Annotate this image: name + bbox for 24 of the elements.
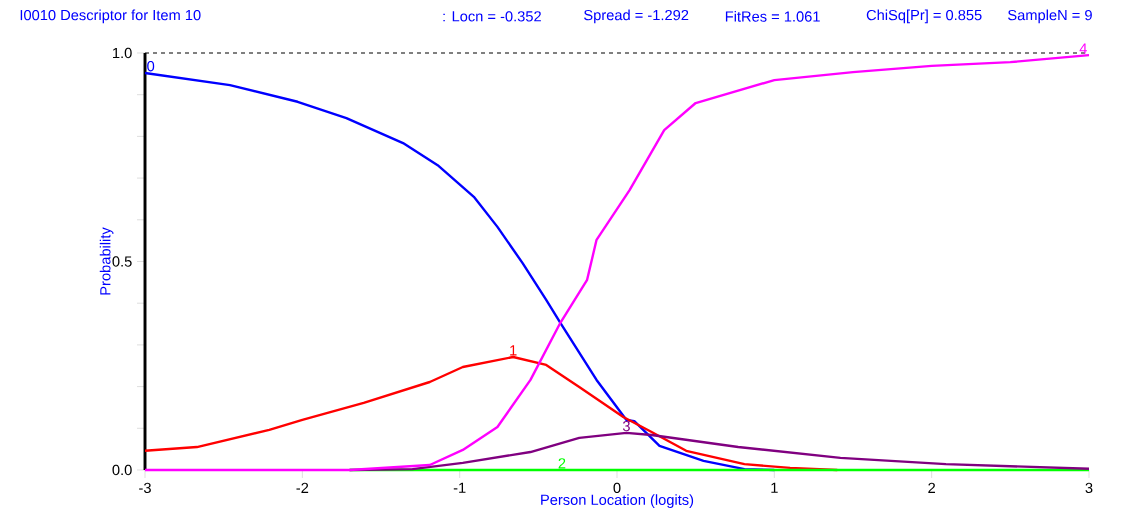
y-axis-title: Probability [99,227,114,295]
text: FitRes = 1.061 [725,10,820,22]
series-label: 3 [622,420,630,432]
chart-title: I0010 Descriptor for Item 10 [20,9,201,24]
text: Spread = -1.292 [584,9,689,24]
x-tick-label: -1 [453,482,466,493]
line-series [143,53,1091,472]
x-tick-label: 2 [928,482,936,493]
text: ChiSq[Pr] = 0.855 [866,9,982,24]
x-tick-label: 1 [771,482,778,493]
x-tick-label: 0 [613,482,621,494]
series-label: 4 [1079,43,1087,54]
text: : Locn = -0.352 [443,11,541,22]
text: SampleN = 9 [1008,9,1092,24]
series-label: 0 [147,61,155,72]
y-tick-label: 1.0 [113,47,132,59]
y-tick-label: 0.0 [112,464,132,476]
x-tick-label: 3 [1085,482,1093,494]
x-axis-title: Person Location (logits) [541,494,694,508]
series-label: 1 [510,345,517,356]
x-tick-label: -2 [296,482,309,493]
y-tick-label: 0.5 [112,256,132,267]
x-tick-label: -3 [139,482,151,494]
series-label: 2 [558,458,566,469]
